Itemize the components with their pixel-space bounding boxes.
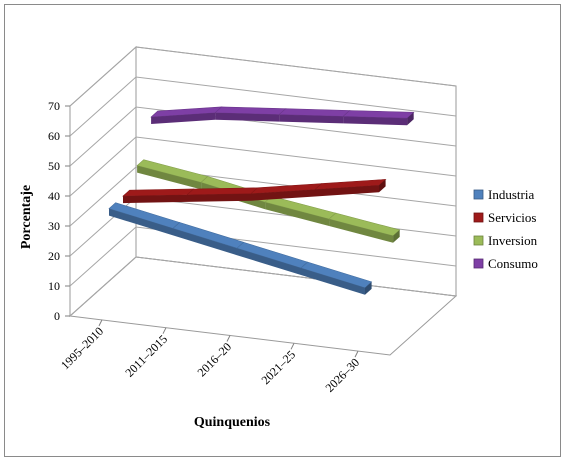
y-tick-label: 40 bbox=[48, 189, 60, 203]
gridline bbox=[69, 46, 457, 107]
series-ribbon-cap bbox=[393, 229, 400, 243]
legend-label: Consumo bbox=[488, 256, 538, 271]
floor bbox=[68, 256, 458, 356]
series-ribbons bbox=[108, 106, 415, 295]
series-ribbon-side bbox=[329, 219, 394, 243]
y-tick-label: 60 bbox=[48, 129, 60, 143]
y-axis-ticks: 0 10 20 30 40 50 60 70 bbox=[48, 99, 70, 323]
chart-frame bbox=[4, 4, 561, 457]
legend: Industria Servicios Inversion Consumo bbox=[473, 187, 538, 271]
y-axis-title: Porcentaje bbox=[19, 185, 34, 249]
y-tick-label: 20 bbox=[48, 249, 60, 263]
y-tick-label: 10 bbox=[48, 279, 60, 293]
series-ribbon-side bbox=[251, 189, 315, 201]
x-axis-ticks: 1995–2010 2011–2015 2016–20 2021–25 2026–30 bbox=[58, 319, 363, 395]
x-tick-label: 2021–25 bbox=[259, 348, 299, 388]
x-tick-label: 1995–2010 bbox=[58, 324, 106, 372]
x-tick-label: 2011–2015 bbox=[122, 332, 170, 380]
x-tick-mark bbox=[290, 343, 295, 350]
series-ribbon-side bbox=[265, 202, 330, 226]
x-tick-label: 2026–30 bbox=[323, 355, 363, 395]
legend-label: Servicios bbox=[488, 210, 536, 225]
legend-label: Inversion bbox=[488, 233, 538, 248]
x-tick-mark bbox=[162, 327, 167, 334]
series-ribbon-side bbox=[315, 185, 379, 197]
x-tick-label: 2016–20 bbox=[195, 340, 235, 380]
x-tick-mark bbox=[98, 319, 103, 327]
x-tick-mark bbox=[354, 350, 359, 358]
gridlines bbox=[69, 46, 457, 317]
side-wall bbox=[69, 45, 137, 318]
gridline bbox=[69, 226, 457, 287]
x-tick-mark bbox=[226, 335, 231, 342]
series-ribbon-side bbox=[343, 116, 408, 126]
legend-swatch bbox=[473, 235, 484, 246]
series-ribbon-side bbox=[187, 193, 251, 202]
x-axis-title: Quinquenios bbox=[194, 415, 271, 430]
series-ribbon-side bbox=[137, 165, 202, 190]
gridline bbox=[69, 106, 457, 167]
y-tick-label: 30 bbox=[48, 219, 60, 233]
series-ribbon-cap bbox=[379, 179, 386, 193]
series-ribbon-side bbox=[109, 208, 173, 236]
gridline bbox=[69, 136, 457, 197]
series-ribbon-cap bbox=[365, 281, 372, 295]
gridline bbox=[69, 76, 457, 137]
y-tick-label: 70 bbox=[48, 99, 60, 113]
series-ribbon-side bbox=[215, 112, 280, 122]
series-ribbon-side bbox=[123, 194, 187, 204]
series-ribbon-side bbox=[279, 114, 344, 124]
series-ribbon-side bbox=[173, 228, 237, 256]
legend-swatch bbox=[473, 189, 484, 200]
series-ribbon-side bbox=[301, 268, 365, 295]
y-tick-label: 50 bbox=[48, 159, 60, 173]
gridline bbox=[69, 256, 457, 317]
legend-swatch bbox=[473, 258, 484, 269]
series-ribbon-side bbox=[237, 248, 301, 275]
legend-label: Industria bbox=[488, 187, 534, 202]
series-ribbon-side bbox=[151, 112, 216, 124]
y-tick-label: 0 bbox=[54, 309, 60, 323]
legend-swatch bbox=[473, 212, 484, 223]
series-ribbon-cap bbox=[407, 112, 414, 126]
